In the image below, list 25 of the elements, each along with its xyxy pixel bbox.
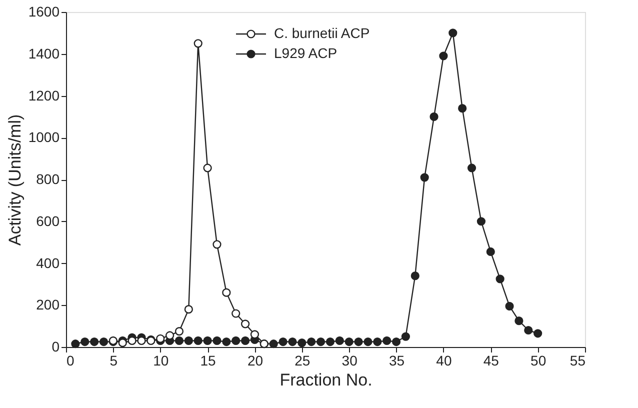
- y-tick-label: 1000: [28, 129, 60, 146]
- legend-label: L929 ACP: [274, 45, 338, 61]
- x-tick-label: 55: [570, 352, 586, 368]
- y-tick-label: 1200: [28, 87, 60, 104]
- x-tick-label: 25: [294, 352, 310, 368]
- x-axis-title: Fraction No.: [280, 370, 372, 390]
- x-tick-label: 0: [66, 352, 74, 368]
- x-tick-label: 10: [153, 352, 169, 368]
- x-tick-label: 20: [247, 352, 264, 368]
- x-tick-label: 35: [388, 352, 405, 368]
- y-tick-label: 1600: [28, 4, 60, 20]
- x-tick-label: 50: [530, 352, 546, 368]
- y-tick-label: 0: [52, 338, 60, 354]
- x-tick-label: 5: [110, 352, 118, 368]
- y-tick-label: 1400: [28, 45, 60, 62]
- y-tick-label: 400: [36, 254, 60, 271]
- x-tick-label: 40: [436, 352, 452, 368]
- y-tick-label: 800: [36, 171, 60, 187]
- x-tick-label: 30: [342, 352, 358, 368]
- y-tick-label: 600: [36, 212, 60, 229]
- y-axis-title: Activity (Units/ml): [5, 114, 24, 246]
- x-tick-label: 45: [483, 352, 500, 368]
- x-tick-label: 15: [200, 352, 216, 368]
- y-tick-label: 200: [36, 296, 60, 313]
- legend-label: C. burnetii ACP: [274, 25, 370, 41]
